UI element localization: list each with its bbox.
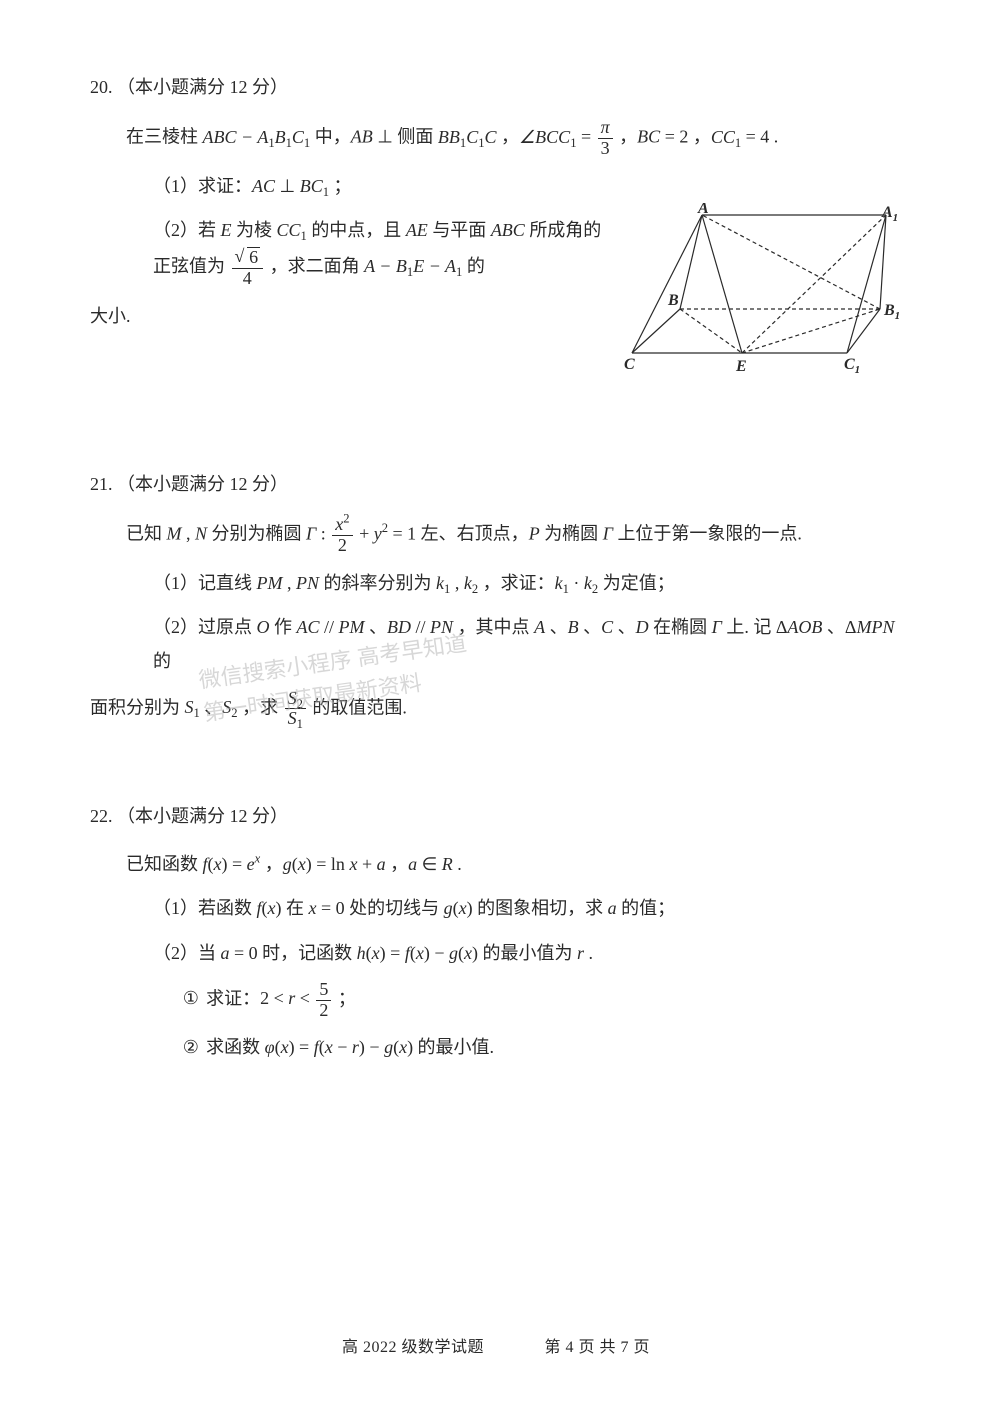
problem-21-sub2-line2: 面积分别为 S1 、S2 ，求 S2S1 的取值范围. [90,689,902,730]
problem-20-stem: 在三棱柱 ABC − A1B1C1 中，AB ⊥ 侧面 BB1C1C ，∠BCC… [90,118,902,159]
page: 20. （本小题满分 12 分） 在三棱柱 ABC − A1B1C1 中，AB … [0,0,992,1403]
svg-text:A1: A1 [881,204,898,224]
footer-left: 高 2022 级数学试题 [342,1333,484,1363]
problem-20-header: 20. （本小题满分 12 分） [90,70,902,104]
problem-22-stem: 已知函数 f(x) = ex ，g(x) = ln x + a ，a ∈ R . [90,847,902,881]
svg-text:B: B [667,292,679,309]
problem-21-sub2-line1: （2）过原点 O 作 AC // PM 、BD // PN ，其中点 A 、B … [90,610,902,678]
problem-22-sub2-intro: （2）当 a = 0 时，记函数 h(x) = f(x) − g(x) 的最小值… [90,936,902,970]
svg-text:C1: C1 [844,356,860,376]
page-footer: 高 2022 级数学试题 第 4 页 共 7 页 [0,1333,992,1363]
svg-text:C: C [624,356,635,373]
problem-21-number: 21. [90,474,113,494]
problem-21: 21. （本小题满分 12 分） 已知 M , N 分别为椭圆 Γ : x22 … [90,467,902,729]
problem-22-sub2-ii: ② 求函数 φ(x) = f(x − r) − g(x) 的最小值. [90,1030,902,1064]
problem-21-header: 21. （本小题满分 12 分） [90,467,902,501]
problem-20: 20. （本小题满分 12 分） 在三棱柱 ABC − A1B1C1 中，AB … [90,70,902,397]
problem-22-number: 22. [90,806,113,826]
problem-20-points: （本小题满分 12 分） [117,77,288,97]
problem-22-sub1: （1）若函数 f(x) 在 x = 0 处的切线与 g(x) 的图象相切，求 a… [90,891,902,925]
problem-20-sub1: （1）求证：AC ⊥ BC1 ； [90,169,902,203]
problem-22-header: 22. （本小题满分 12 分） [90,799,902,833]
svg-text:E: E [735,358,747,375]
problem-22-sub2-i: ① 求证：2 < r < 52 ； [90,980,902,1021]
problem-21-points: （本小题满分 12 分） [117,474,288,494]
prism-diagram: A A1 B B1 C C1 E [622,203,902,378]
problem-20-figure: A A1 B B1 C C1 E [622,203,902,389]
svg-text:A: A [697,203,709,217]
problem-21-sub1: （1）记直线 PM , PN 的斜率分别为 k1 , k2 ，求证：k1 · k… [90,566,902,600]
problem-22-points: （本小题满分 12 分） [117,806,288,826]
problem-21-stem: 已知 M , N 分别为椭圆 Γ : x22 + y2 = 1 左、右顶点，P … [90,515,902,556]
problem-20-number: 20. [90,77,113,97]
footer-right: 第 4 页 共 7 页 [545,1333,651,1363]
svg-text:B1: B1 [883,302,900,322]
problem-22: 22. （本小题满分 12 分） 已知函数 f(x) = ex ，g(x) = … [90,799,902,1065]
